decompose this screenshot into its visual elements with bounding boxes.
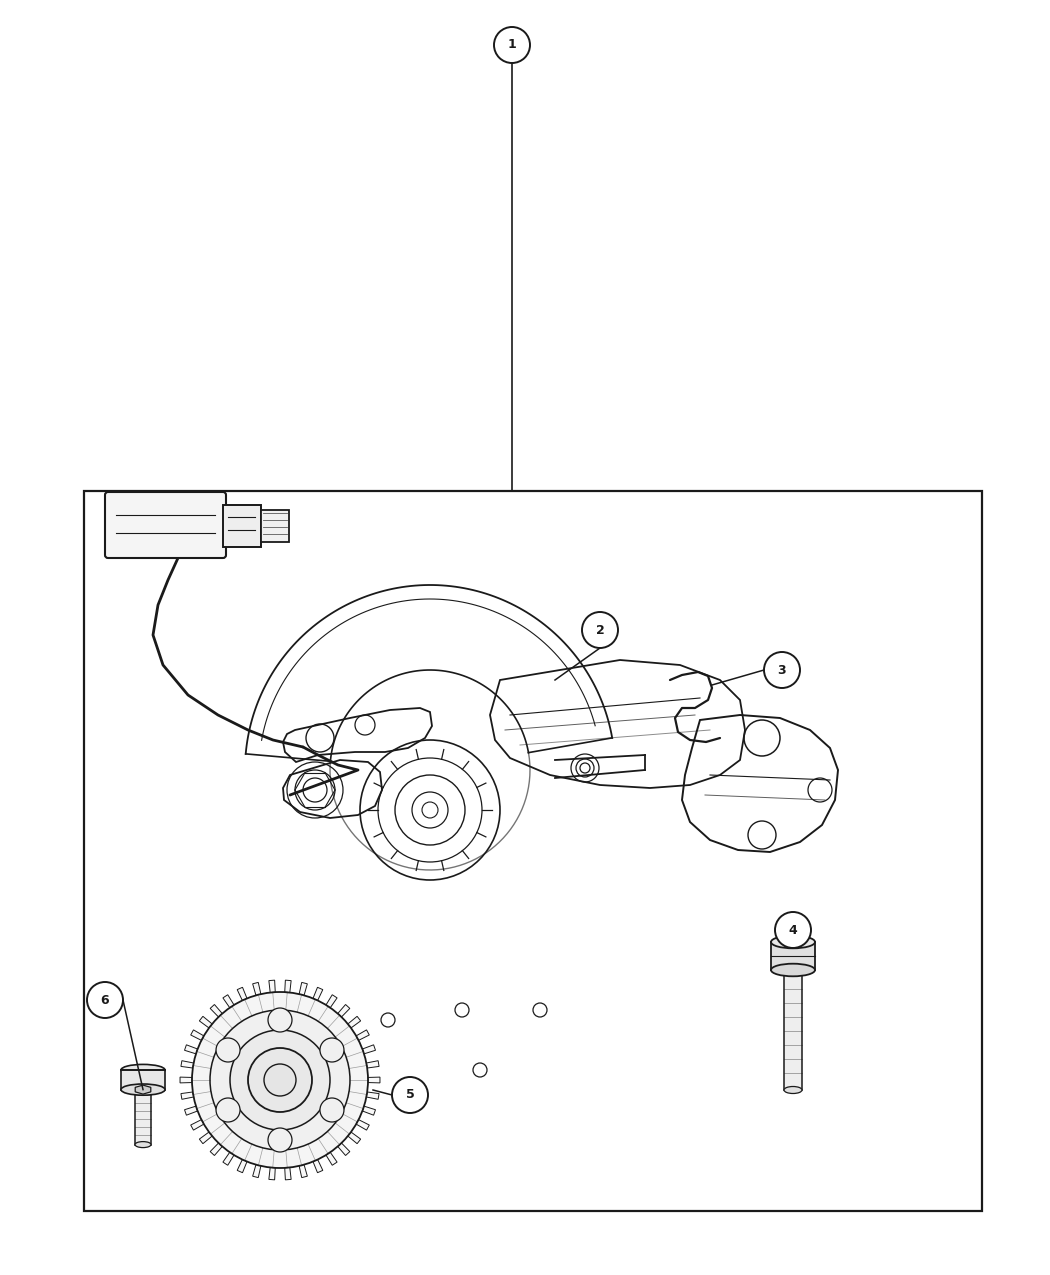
Polygon shape: [313, 1159, 322, 1173]
Ellipse shape: [771, 936, 815, 949]
Bar: [223, 505, 261, 547]
Text: 5: 5: [405, 1089, 415, 1102]
Polygon shape: [135, 1085, 151, 1094]
Polygon shape: [313, 987, 322, 1001]
Polygon shape: [299, 983, 308, 996]
Circle shape: [764, 652, 800, 688]
Polygon shape: [338, 1142, 350, 1155]
Circle shape: [775, 912, 811, 949]
Circle shape: [582, 612, 618, 648]
Ellipse shape: [771, 964, 815, 977]
Ellipse shape: [784, 1086, 802, 1094]
Circle shape: [392, 1077, 428, 1113]
Circle shape: [268, 1009, 292, 1031]
Text: 1: 1: [507, 38, 517, 51]
Polygon shape: [253, 983, 260, 996]
Polygon shape: [223, 994, 234, 1007]
Polygon shape: [285, 1168, 291, 1179]
Polygon shape: [362, 1044, 376, 1054]
Polygon shape: [269, 1168, 275, 1179]
Polygon shape: [210, 1005, 223, 1017]
Polygon shape: [269, 980, 275, 992]
Circle shape: [216, 1098, 240, 1122]
Bar: [771, 942, 815, 970]
Circle shape: [320, 1098, 344, 1122]
Polygon shape: [223, 1153, 234, 1165]
FancyBboxPatch shape: [105, 492, 226, 558]
Bar: [784, 970, 802, 1090]
Text: 3: 3: [778, 663, 786, 677]
Text: 6: 6: [101, 993, 109, 1006]
Circle shape: [230, 1030, 330, 1130]
Polygon shape: [366, 1091, 379, 1099]
Bar: [121, 1070, 165, 1090]
Polygon shape: [181, 1091, 193, 1099]
Polygon shape: [210, 1142, 223, 1155]
Bar: [135, 1090, 151, 1145]
Polygon shape: [180, 1077, 192, 1082]
Polygon shape: [362, 1107, 376, 1116]
Polygon shape: [326, 1153, 337, 1165]
Circle shape: [268, 1128, 292, 1153]
Circle shape: [216, 1038, 240, 1062]
Polygon shape: [181, 1061, 193, 1068]
Polygon shape: [285, 980, 291, 992]
Polygon shape: [299, 1164, 308, 1178]
Polygon shape: [200, 1016, 212, 1028]
Circle shape: [192, 992, 368, 1168]
Text: 2: 2: [595, 623, 605, 636]
Circle shape: [248, 1048, 312, 1112]
Ellipse shape: [121, 1065, 165, 1076]
Polygon shape: [348, 1016, 360, 1028]
Polygon shape: [185, 1107, 197, 1116]
Polygon shape: [191, 1119, 204, 1130]
Text: 4: 4: [789, 923, 797, 937]
Circle shape: [264, 1065, 296, 1096]
Polygon shape: [338, 1005, 350, 1017]
Polygon shape: [237, 1159, 247, 1173]
Bar: [261, 510, 289, 542]
Polygon shape: [237, 987, 247, 1001]
Polygon shape: [200, 1132, 212, 1144]
Bar: [84, 491, 982, 1211]
Polygon shape: [356, 1119, 370, 1130]
Circle shape: [494, 27, 530, 62]
Polygon shape: [368, 1077, 380, 1082]
Polygon shape: [185, 1044, 197, 1054]
Circle shape: [210, 1010, 350, 1150]
Polygon shape: [348, 1132, 360, 1144]
Circle shape: [320, 1038, 344, 1062]
Ellipse shape: [135, 1141, 151, 1148]
Polygon shape: [356, 1030, 370, 1040]
Polygon shape: [326, 994, 337, 1007]
Circle shape: [87, 982, 123, 1017]
Polygon shape: [253, 1164, 260, 1178]
Polygon shape: [366, 1061, 379, 1068]
Ellipse shape: [121, 1084, 165, 1095]
Polygon shape: [191, 1030, 204, 1040]
